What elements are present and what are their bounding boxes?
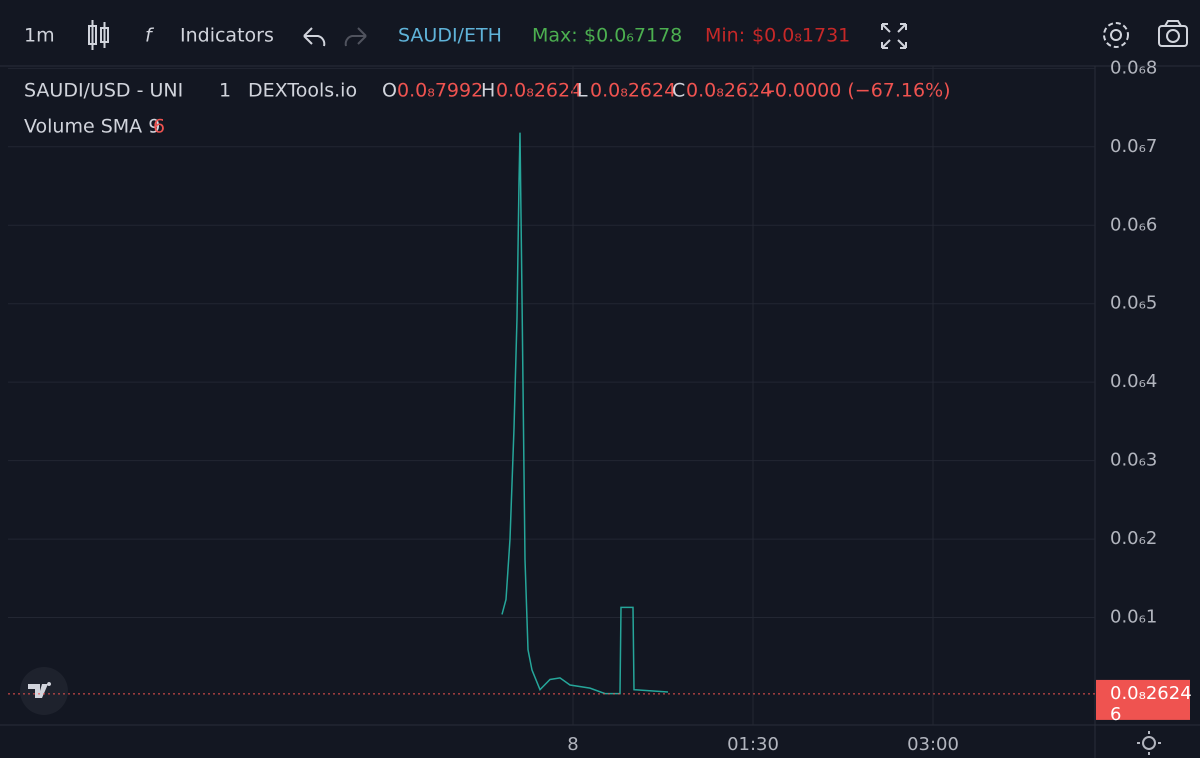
legend-symbol: SAUDI/USD - UNI: [24, 80, 183, 102]
legend-c-label: C: [672, 80, 685, 102]
legend-o-label: O: [382, 80, 397, 102]
min-label: Min:: [705, 25, 745, 47]
fullscreen-icon[interactable]: [881, 23, 907, 49]
legend-source: DEXTools.io: [248, 80, 357, 102]
last-price-box: [1096, 679, 1190, 720]
candles-icon[interactable]: [88, 20, 109, 50]
y-tick-label: 0.0₆2: [1110, 528, 1157, 549]
max-value: $0.0₆7178: [584, 25, 682, 47]
price-line: [501, 132, 669, 695]
undo-icon[interactable]: [303, 27, 326, 47]
pair-link[interactable]: SAUDI/ETH: [398, 25, 502, 47]
tradingview-logo[interactable]: [20, 667, 68, 715]
volume-tag: 6: [1110, 704, 1121, 725]
y-tick-label: 0.0₆6: [1110, 214, 1157, 235]
x-tick-label: 8: [567, 734, 578, 755]
legend-o-value: 0.0₈7992: [397, 80, 483, 102]
last-price-label: 0.0₈2624: [1110, 683, 1192, 704]
legend-l-label: L: [577, 80, 588, 102]
interval-button[interactable]: 1m: [24, 25, 55, 47]
settings-icon[interactable]: [1103, 22, 1129, 48]
legend-l-value: 0.0₈2624: [590, 80, 676, 102]
legend-h-label: H: [481, 80, 495, 102]
redo-icon[interactable]: [344, 27, 367, 47]
legend-c-value: 0.0₈2624: [686, 80, 772, 102]
legend-h-value: 0.0₈2624: [496, 80, 582, 102]
legend-change: -0.0000 (−67.16%): [768, 80, 951, 102]
plot: 0.0₆1 0.0₆2 0.0₆3 0.0₆4 0.0₆5 0.0₆6 0.0₆7 0.0₆8…: [8, 57, 1192, 755]
x-tick-label: 01:30: [727, 734, 779, 755]
fx-icon[interactable]: f: [145, 25, 155, 47]
y-tick-label: 0.0₆7: [1110, 136, 1157, 157]
max-label: Max:: [532, 25, 578, 47]
y-tick-label: 0.0₆8: [1110, 57, 1157, 78]
legend-interval: 1: [219, 80, 231, 102]
y-tick-label: 0.0₆1: [1110, 607, 1157, 628]
volume-value: 6: [153, 116, 165, 138]
x-tick-label: 03:00: [907, 734, 959, 755]
snapshot-icon[interactable]: [1158, 20, 1188, 47]
y-tick-label: 0.0₆4: [1110, 371, 1157, 392]
indicators-button[interactable]: Indicators: [180, 25, 274, 47]
axis-settings-icon[interactable]: [1137, 731, 1161, 755]
y-tick-label: 0.0₆3: [1110, 450, 1157, 471]
y-tick-label: 0.0₆5: [1110, 293, 1157, 314]
min-value: $0.0₈1731: [752, 25, 850, 47]
volume-label: Volume SMA 9: [24, 116, 160, 138]
